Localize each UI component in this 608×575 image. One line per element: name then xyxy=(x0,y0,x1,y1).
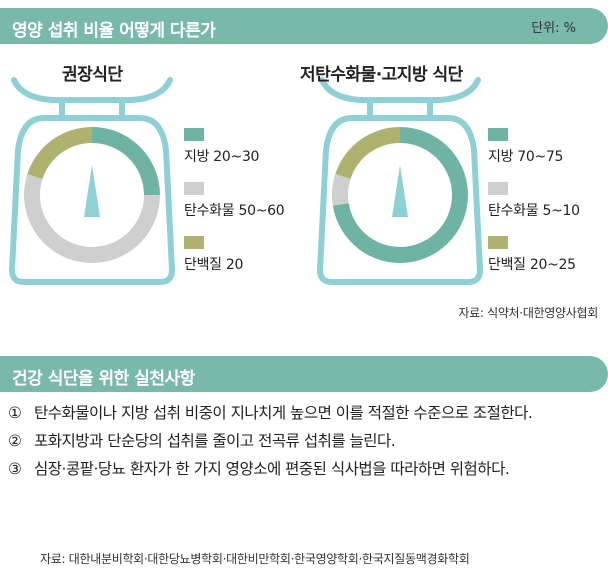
chart-title-recommended: 권장식단 xyxy=(62,65,123,85)
legend-label: 지방 20~30 xyxy=(184,149,260,165)
legend-swatch xyxy=(488,128,508,141)
scale-body-1 xyxy=(9,115,175,285)
source-note-1: 자료: 식약처·대한영양사협회 xyxy=(458,306,598,320)
header-title: 영양 섭취 비율 어떻게 다른가 xyxy=(12,21,216,41)
scales-chart xyxy=(9,77,483,285)
legend-swatch xyxy=(184,236,204,249)
donut-slice-1-2 xyxy=(24,173,161,263)
header-bar: 영양 섭취 비율 어떻게 다른가 xyxy=(0,8,608,44)
legend-label: 탄수화물 5~10 xyxy=(488,203,580,219)
tips-list: ① 탄수화물이나 지방 섭취 비중이 지나치게 높으면 이를 적절한 수준으로 조… xyxy=(8,400,598,484)
source-note-2: 자료: 대한내분비학회·대한당뇨병학회·대한비만학회·한국영양학회·한국지질동맥… xyxy=(40,552,470,566)
tips-bar: 건강 식단을 위한 실천사항 xyxy=(0,356,608,392)
legend-swatch xyxy=(488,182,508,195)
legend-label: 탄수화물 50~60 xyxy=(184,203,285,219)
scale-plate-2 xyxy=(319,77,481,103)
scale-plate-1 xyxy=(11,77,173,103)
scale-needle-2 xyxy=(392,165,408,217)
scale-body-2 xyxy=(317,115,483,285)
tip-item-2: ② 포화지방과 단순당의 섭취를 줄이고 전곡류 섭취를 늘린다. xyxy=(8,432,396,450)
chart-title-lowcarb: 저탄수화물·고지방 식단 xyxy=(300,65,463,85)
legend-swatch xyxy=(488,236,508,249)
tips-title: 건강 식단을 위한 실천사항 xyxy=(12,369,195,389)
legend-swatch xyxy=(184,128,204,141)
legend-label: 단백질 20~25 xyxy=(488,257,576,273)
scale-needle-1 xyxy=(84,165,100,217)
legend-label: 지방 70~75 xyxy=(488,149,564,165)
donut-slice-2-3 xyxy=(335,127,400,179)
unit-label: 단위: % xyxy=(531,21,576,36)
donut-slice-2-2 xyxy=(332,173,351,206)
donut-slice-1-3 xyxy=(27,127,93,179)
legend-label: 단백질 20 xyxy=(184,257,244,273)
tip-item-1: ① 탄수화물이나 지방 섭취 비중이 지나치게 높으면 이를 적절한 수준으로 조… xyxy=(8,404,533,422)
donut-slice-1-1 xyxy=(92,127,160,195)
tip-item-3: ③ 심장·콩팥·당뇨 환자가 한 가지 영양소에 편중된 식사법을 따라하면 위험… xyxy=(8,460,510,478)
legend-swatch xyxy=(184,182,204,195)
